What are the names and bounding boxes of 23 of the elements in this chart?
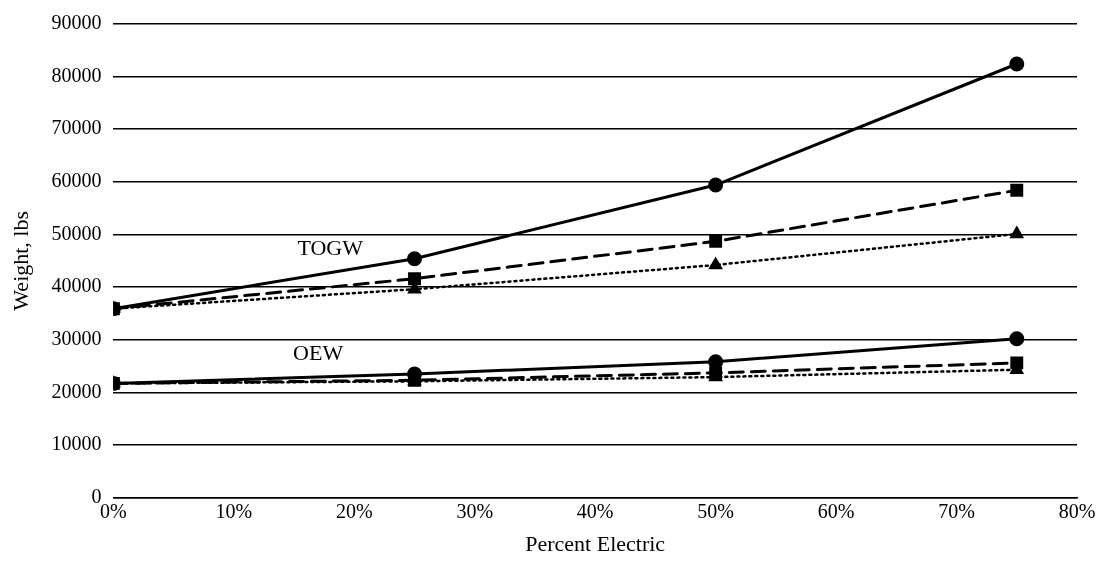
x-tick-label: 20%: [335, 499, 373, 522]
y-tick-label: 60000: [51, 169, 102, 192]
x-axis-title: Percent Electric: [525, 530, 666, 556]
y-tick-label: 50000: [51, 221, 102, 244]
y-tick-label: 0: [91, 484, 102, 507]
y-tick-label: 30000: [51, 326, 102, 349]
y-tick-label: 40000: [51, 274, 102, 297]
y-tick-label: 20000: [51, 379, 102, 402]
x-tick-label: 40%: [576, 499, 614, 522]
y-tick-label: 10000: [51, 432, 102, 455]
annotation: OEW: [293, 339, 344, 365]
y-axis-title: Weight, lbs: [7, 210, 33, 311]
y-tick-label: 90000: [51, 11, 102, 34]
x-tick-label: 70%: [938, 499, 975, 522]
x-tick-label: 80%: [1058, 499, 1096, 522]
x-tick-label: 50%: [697, 499, 734, 522]
y-tick-label: 70000: [51, 116, 102, 139]
annotation: TOGW: [297, 235, 364, 261]
x-tick-label: 30%: [456, 499, 494, 522]
x-tick-label: 60%: [817, 499, 855, 522]
y-tick-label: 80000: [51, 63, 102, 86]
x-tick-label: 10%: [215, 499, 253, 522]
x-tick-label: 0%: [100, 499, 127, 522]
